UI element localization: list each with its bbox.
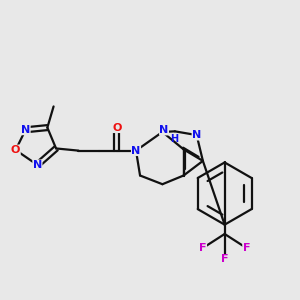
Text: O: O	[11, 145, 20, 155]
Text: N: N	[33, 160, 42, 170]
Text: F: F	[199, 243, 207, 253]
Text: O: O	[112, 123, 122, 133]
Text: F: F	[221, 254, 228, 265]
Text: H: H	[170, 134, 178, 144]
Text: N: N	[131, 146, 141, 156]
Text: F: F	[243, 243, 250, 253]
Text: N: N	[192, 130, 201, 140]
Text: N: N	[21, 125, 30, 135]
Text: N: N	[159, 125, 169, 135]
